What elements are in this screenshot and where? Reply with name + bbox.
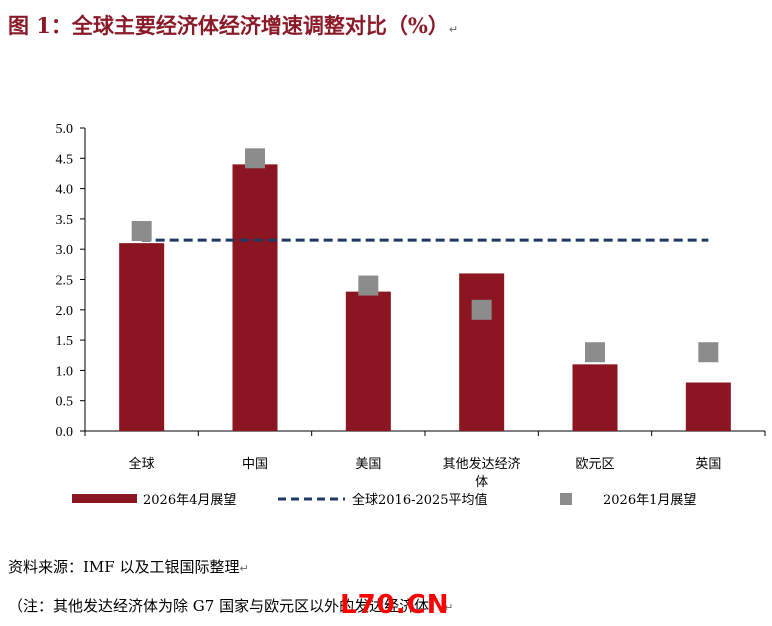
y-tick-label: 2.5 [56,274,74,289]
marker-layer [131,148,719,363]
marker-point [245,148,265,169]
chart-title: 图 1：全球主要经济体经济增速调整对比（%）↵ [8,13,459,38]
legend-label: 全球2016-2025平均值 [352,492,488,508]
category-label-layer: 全球 中国 美国 其他发达经济体 欧元区 英国 [129,456,722,490]
bar [459,273,505,431]
category-label: 英国 [695,457,721,472]
y-tick-label: 5.0 [56,122,74,137]
marker-point [358,275,379,296]
marker-point [471,299,492,320]
legend-label: 2026年4月展望 [143,492,236,508]
return-mark-icon: ↵ [448,23,459,36]
source-note: 资料来源：IMF 以及工银国际整理↵ [8,558,249,576]
category-label: 其他发达经济 [443,456,521,472]
watermark-logo: L70.CN [340,590,450,620]
y-tick-label: 0.5 [56,395,74,410]
axis-layer: 0.0 0.5 1.0 1.5 2.0 2.5 3.0 3.5 4.0 4.5 5.0 [56,122,766,440]
y-tick-label: 1.0 [56,364,74,379]
marker-point [698,342,719,363]
bar [685,382,731,431]
category-label: 全球 [129,456,155,472]
legend-swatch-marker [560,493,572,505]
category-label: 美国 [355,457,381,472]
y-tick-label: 1.5 [56,334,74,349]
return-mark-icon: ↵ [444,601,454,614]
category-label: 欧元区 [575,457,614,472]
y-tick-label: 3.0 [56,243,74,258]
bar-layer [119,164,731,432]
marker-point [131,221,152,242]
legend: 2026年4月展望 全球2016-2025平均值 2026年1月展望 [72,492,696,508]
footnote: （注：其他发达经济体为除 G7 国家与欧元区以外的发达经济体）↵ [8,597,454,615]
bar [345,291,391,431]
bar [572,364,618,431]
y-tick-label: 2.0 [56,304,74,319]
legend-label: 2026年1月展望 [603,492,696,508]
marker-point [585,342,605,363]
return-mark-icon: ↵ [239,562,249,575]
bar [119,243,165,431]
bar [232,164,278,432]
y-tick-label: 4.0 [56,183,74,198]
category-label: 中国 [242,457,268,472]
y-tick-label: 0.0 [56,425,74,440]
y-tick-label: 4.5 [56,152,74,167]
y-tick-label: 3.5 [56,213,74,228]
legend-swatch-bar [72,494,137,503]
category-label: 体 [475,475,488,490]
